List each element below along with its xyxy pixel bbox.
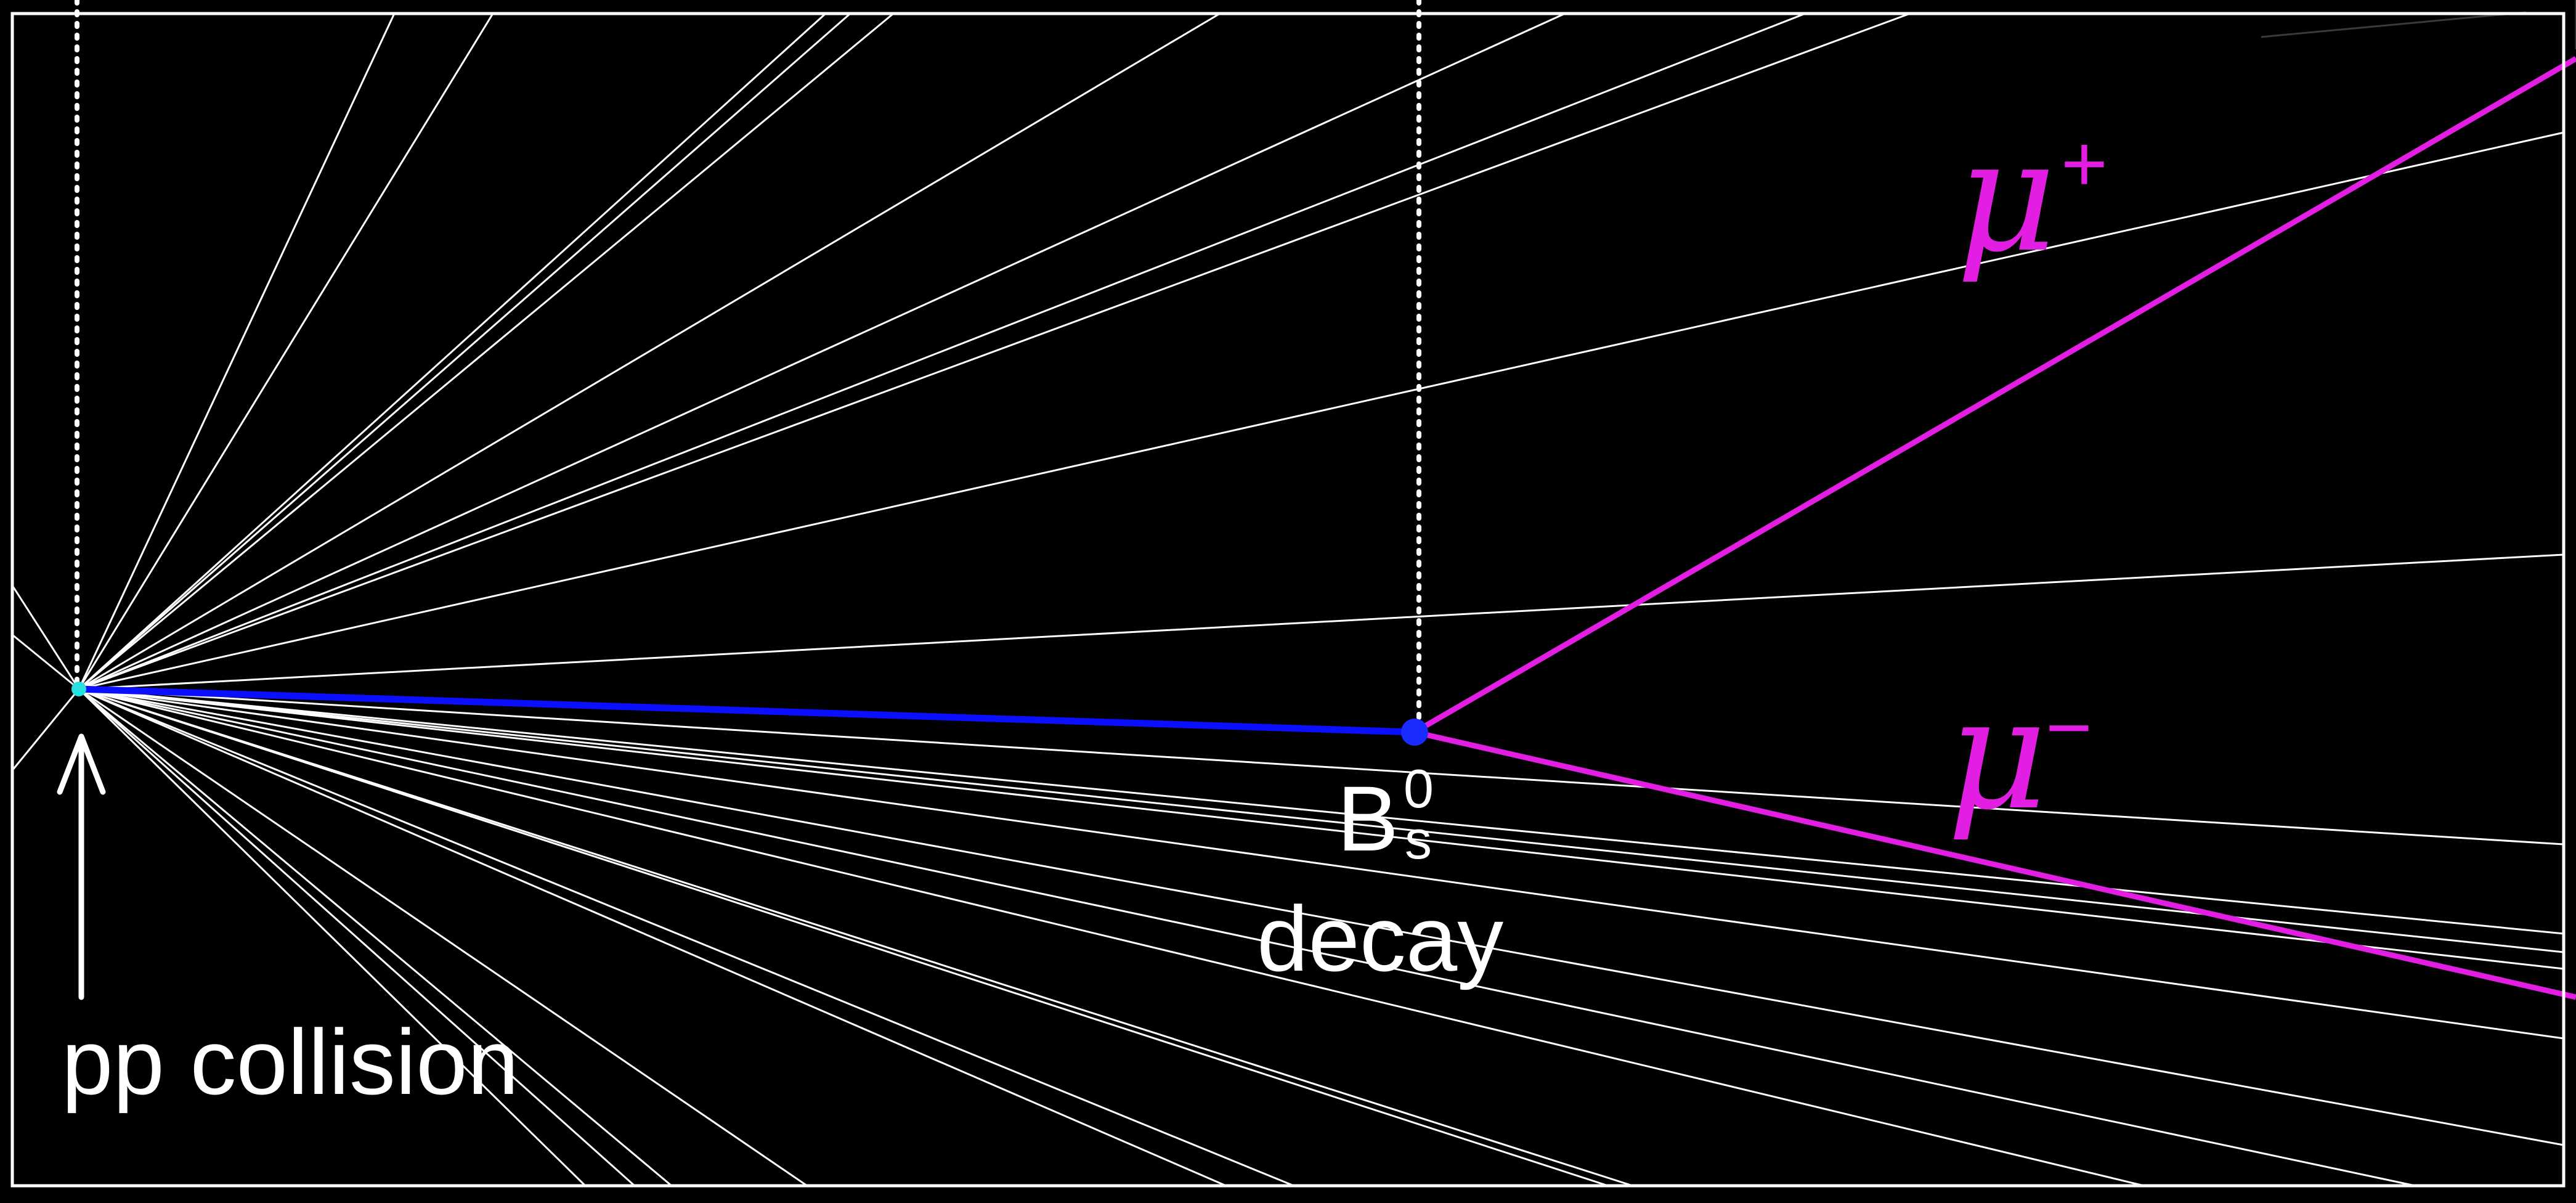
- track-line: [78, 688, 2565, 846]
- track-line: [78, 688, 1609, 1187]
- decay-particle-subscript: s: [1405, 809, 1432, 870]
- b-meson-track: [75, 685, 1418, 736]
- primary-vertex: [71, 682, 86, 696]
- track-line: [78, 688, 1634, 1187]
- mu-plus-symbol: μ: [1956, 107, 2056, 286]
- track-line: [78, 688, 2565, 953]
- decay-word-label: decay: [1257, 887, 1503, 990]
- muon-plus-track: [1413, 56, 2576, 735]
- mu-minus-symbol: μ: [1947, 664, 2047, 844]
- track-line: [78, 553, 2565, 690]
- track-line: [78, 688, 2565, 1040]
- track-line: [78, 688, 2565, 935]
- decay-particle-label: B: [1337, 767, 1399, 870]
- track-line: [78, 12, 895, 690]
- track-line: [78, 688, 673, 1187]
- dotted-reference-lines: [75, 0, 1421, 730]
- muon-minus-track: [1413, 729, 2576, 1000]
- track-line: [78, 688, 2145, 1187]
- collision-arrow: [57, 733, 106, 1000]
- track-line: [78, 12, 494, 690]
- track-line: [78, 688, 2565, 970]
- track-line: [78, 688, 808, 1187]
- track-line: [78, 688, 1295, 1187]
- track-line: [11, 584, 80, 690]
- track-line: [78, 688, 1227, 1187]
- track-line: [78, 12, 851, 690]
- collision-label: pp collision: [62, 1010, 519, 1114]
- track-line: [78, 12, 1221, 690]
- track-line: [78, 12, 1911, 690]
- track-line: [78, 688, 2565, 1146]
- corner-guide-lines: [2261, 0, 2576, 49]
- track-line: [11, 688, 80, 772]
- detector-frame: [10, 12, 2566, 1188]
- track-line: [78, 688, 636, 1187]
- decay-particle-superscript: 0: [1404, 758, 1434, 819]
- track-line: [78, 12, 396, 690]
- track-line: [78, 688, 587, 1187]
- decay-vertex: [1401, 719, 1428, 746]
- mu-plus-charge: +: [2061, 118, 2108, 208]
- track-line: [11, 634, 80, 690]
- track-line: [78, 12, 1806, 690]
- track-line: [78, 688, 2416, 1187]
- particle-tracks: [11, 12, 2565, 1187]
- track-line: [78, 12, 1566, 690]
- track-line: [78, 131, 2565, 690]
- track-line: [78, 12, 827, 690]
- decay-particle-base: B: [1337, 767, 1399, 870]
- mu-minus-charge: −: [2046, 682, 2092, 772]
